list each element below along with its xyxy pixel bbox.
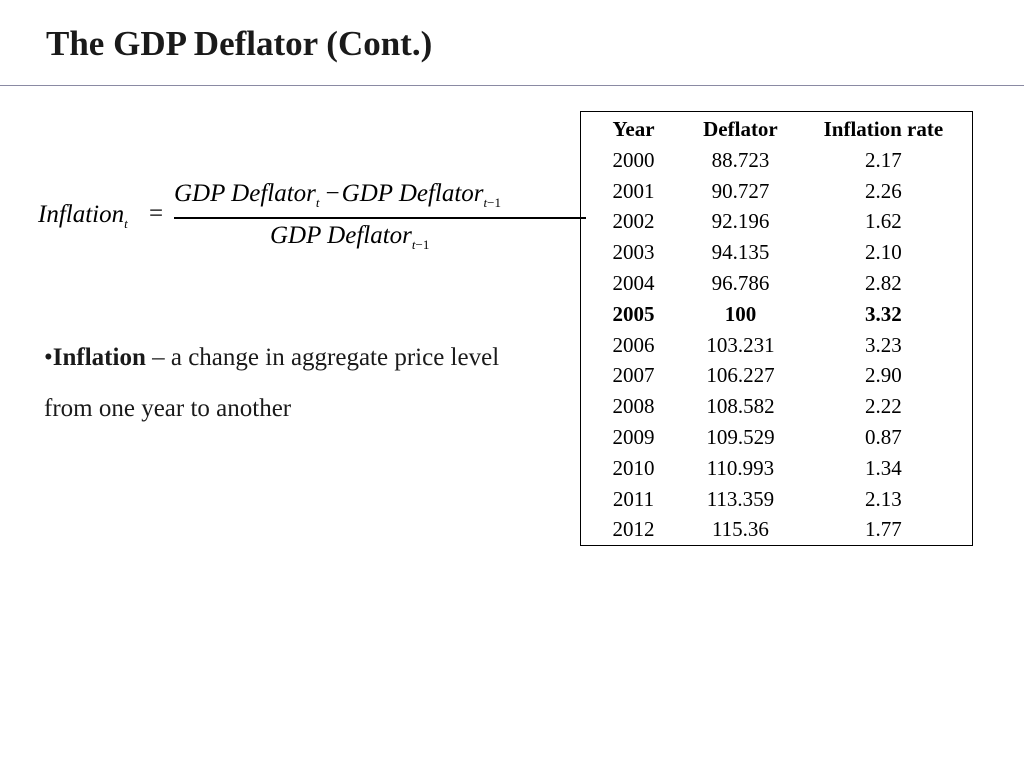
cell-deflator: 103.231 (706, 332, 775, 357)
inflation-formula: Inflationt = GDP Deflatort −GDP Deflatort… (38, 180, 586, 260)
formula-minus-sign: − (325, 180, 340, 207)
table-row: 2009 109.529 0.87 (581, 422, 973, 453)
slide-title: The GDP Deflator (Cont.) (46, 24, 433, 63)
cell-year: 2007 (612, 363, 655, 388)
column-header-year: Year (612, 117, 655, 141)
cell-inflation-rate: 1.77 (865, 517, 902, 542)
cell-year: 2002 (612, 209, 655, 234)
inflation-definition-bullet: •Inflation – a change in aggregate price… (44, 332, 544, 434)
table-row: 2012 115.36 1.77 (581, 514, 973, 545)
table-row: 2000 88.723 2.17 (581, 145, 973, 176)
table-row: 2004 96.786 2.82 (581, 268, 973, 299)
cell-year: 2003 (612, 240, 655, 265)
formula-denominator: GDP Deflatort−1 (270, 222, 429, 253)
cell-year: 2005 (612, 301, 655, 326)
cell-inflation-rate: 2.17 (865, 147, 902, 172)
cell-deflator: 90.727 (711, 178, 770, 203)
cell-year: 2004 (612, 270, 655, 295)
numerator-term-current-subscript: t (315, 195, 320, 210)
cell-deflator: 108.582 (706, 394, 775, 419)
table-row: 2005 100 3.32 (581, 299, 973, 330)
cell-inflation-rate: 0.87 (865, 424, 902, 449)
cell-inflation-rate: 2.26 (865, 178, 902, 203)
cell-inflation-rate: 1.34 (865, 455, 902, 480)
cell-inflation-rate: 2.82 (865, 270, 902, 295)
numerator-term-previous-subscript: t−1 (484, 195, 501, 210)
cell-deflator: 94.135 (711, 240, 770, 265)
cell-deflator: 115.36 (711, 517, 769, 542)
cell-inflation-rate: 2.13 (865, 486, 902, 511)
cell-inflation-rate: 3.32 (865, 301, 902, 326)
table-row: 2010 110.993 1.34 (581, 453, 973, 484)
formula-lhs: Inflationt (38, 201, 128, 232)
table-body: 2000 88.723 2.17 2001 90.727 2.26 2002 92.196 1.… (581, 145, 973, 546)
cell-inflation-rate: 2.90 (865, 363, 902, 388)
cell-deflator: 106.227 (706, 363, 775, 388)
formula-lhs-subscript: t (124, 216, 128, 231)
title-divider (0, 85, 1024, 86)
cell-year: 2000 (612, 147, 655, 172)
table-row: 2001 90.727 2.26 (581, 176, 973, 207)
denominator-term: GDP Deflator (270, 222, 412, 249)
formula-numerator: GDP Deflatort −GDP Deflatort−1 (174, 180, 501, 211)
table-row: 2008 108.582 2.22 (581, 391, 973, 422)
cell-deflator: 109.529 (706, 424, 775, 449)
numerator-subscript-offset: −1 (487, 195, 502, 210)
cell-year: 2009 (612, 424, 655, 449)
bullet-term: Inflation (52, 344, 146, 371)
deflator-table: Year Deflator Inflation rate 2000 88.723 2… (580, 111, 973, 547)
cell-inflation-rate: 3.23 (865, 332, 902, 357)
denominator-subscript: t−1 (412, 237, 429, 252)
numerator-term-current: GDP Deflator (174, 180, 316, 207)
numerator-term-previous: GDP Deflator (341, 180, 484, 207)
cell-deflator: 92.196 (711, 209, 770, 234)
cell-inflation-rate: 1.62 (865, 209, 902, 234)
table-row: 2002 92.196 1.62 (581, 206, 973, 237)
table-row: 2007 106.227 2.90 (581, 360, 973, 391)
cell-inflation-rate: 2.22 (865, 394, 902, 419)
bullet-text: – a change in aggregate price level from… (44, 344, 500, 422)
cell-deflator: 88.723 (711, 147, 770, 172)
cell-inflation-rate: 2.10 (865, 240, 902, 265)
table-header-row: Year Deflator Inflation rate (581, 112, 973, 145)
cell-year: 2012 (612, 517, 655, 542)
numerator-subscript-var: t (483, 195, 488, 210)
formula-lhs-name: Inflation (38, 201, 125, 228)
column-header-inflation-rate: Inflation rate (823, 117, 944, 141)
formula-equals-sign: = (149, 200, 164, 227)
cell-year: 2011 (612, 486, 655, 511)
denominator-subscript-offset: −1 (415, 237, 430, 252)
table-row: 2006 103.231 3.23 (581, 330, 973, 361)
column-header-deflator: Deflator (703, 117, 778, 141)
table-row: 2011 113.359 2.13 (581, 484, 973, 515)
cell-deflator: 100 (724, 301, 757, 326)
denominator-subscript-var: t (411, 237, 416, 252)
cell-year: 2001 (612, 178, 655, 203)
bullet-marker: • (44, 344, 53, 371)
cell-year: 2006 (612, 332, 655, 357)
cell-deflator: 110.993 (706, 455, 775, 480)
table-row: 2003 94.135 2.10 (581, 237, 973, 268)
cell-deflator: 96.786 (711, 270, 770, 295)
cell-year: 2010 (612, 455, 655, 480)
fraction-bar (174, 217, 586, 219)
cell-year: 2008 (612, 394, 655, 419)
cell-deflator: 113.359 (706, 486, 775, 511)
